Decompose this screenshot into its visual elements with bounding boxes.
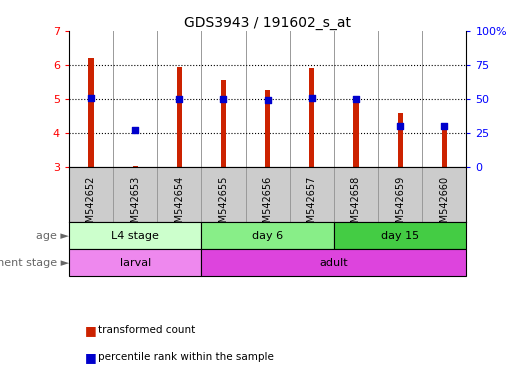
Bar xyxy=(201,249,466,276)
Text: GSM542652: GSM542652 xyxy=(86,175,96,235)
Bar xyxy=(309,68,314,167)
Text: transformed count: transformed count xyxy=(98,325,195,335)
Text: GSM542656: GSM542656 xyxy=(263,175,272,235)
Point xyxy=(352,96,360,102)
Bar xyxy=(89,58,94,167)
Bar xyxy=(441,128,447,167)
Point xyxy=(307,94,316,101)
Bar xyxy=(176,66,182,167)
Text: ■: ■ xyxy=(85,324,96,337)
Text: L4 stage: L4 stage xyxy=(111,230,159,240)
Text: adult: adult xyxy=(320,258,348,268)
Text: age ►: age ► xyxy=(36,230,69,240)
Point xyxy=(219,96,228,102)
Bar xyxy=(354,103,359,167)
Point xyxy=(131,127,139,134)
Text: GSM542657: GSM542657 xyxy=(307,175,317,235)
Text: GSM542659: GSM542659 xyxy=(395,175,405,235)
Text: development stage ►: development stage ► xyxy=(0,258,69,268)
Bar xyxy=(221,80,226,167)
Text: ■: ■ xyxy=(85,351,96,364)
Text: GSM542660: GSM542660 xyxy=(439,175,449,235)
Text: day 6: day 6 xyxy=(252,230,283,240)
Text: larval: larval xyxy=(120,258,151,268)
Point xyxy=(175,96,183,102)
Text: GSM542655: GSM542655 xyxy=(218,175,228,235)
Bar xyxy=(201,222,334,249)
Point xyxy=(396,123,404,129)
Point xyxy=(87,94,95,101)
Point xyxy=(263,97,272,103)
Text: GSM542658: GSM542658 xyxy=(351,175,361,235)
Text: day 15: day 15 xyxy=(381,230,419,240)
Bar xyxy=(132,166,138,167)
Text: GSM542653: GSM542653 xyxy=(130,175,140,235)
Text: percentile rank within the sample: percentile rank within the sample xyxy=(98,352,274,362)
Bar xyxy=(69,249,201,276)
Bar xyxy=(334,222,466,249)
Title: GDS3943 / 191602_s_at: GDS3943 / 191602_s_at xyxy=(184,16,351,30)
Bar xyxy=(265,91,270,167)
Text: GSM542654: GSM542654 xyxy=(174,175,184,235)
Bar xyxy=(398,113,403,167)
Bar xyxy=(69,222,201,249)
Point xyxy=(440,123,448,129)
